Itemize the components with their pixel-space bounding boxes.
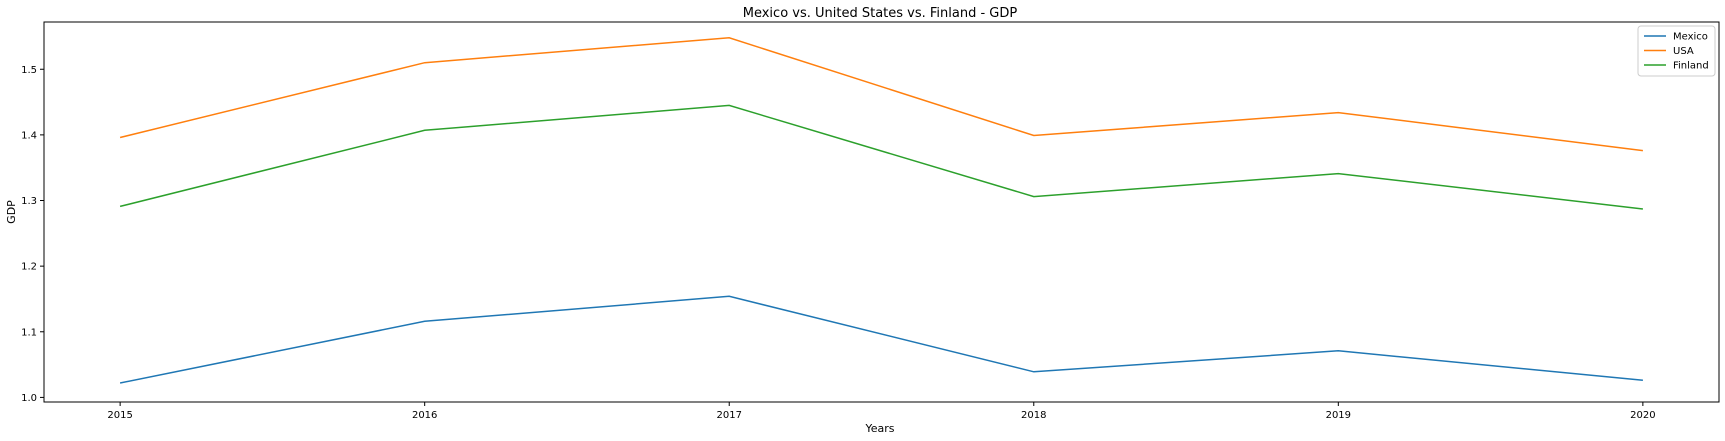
- plot-frame: [43, 21, 1720, 403]
- x-tick-label: 2018: [1021, 410, 1046, 421]
- legend: Mexico USA Finland: [1637, 25, 1716, 77]
- series-line-mexico: [119, 295, 1643, 384]
- series-layer: [119, 37, 1643, 384]
- y-tick-label: 1.2: [21, 262, 37, 273]
- x-axis-label: Years: [864, 422, 894, 435]
- series-line-finland: [119, 104, 1643, 210]
- x-tick-label: 2015: [107, 410, 132, 421]
- plot-area: 2015 2016 2017 2018 2019 2020 1.0 1.1 1.2 1.3 1.4…: [21, 21, 1720, 421]
- y-axis-ticks: 1.0 1.1 1.2 1.3 1.4 1.5: [21, 65, 44, 404]
- legend-label-mexico: Mexico: [1673, 32, 1708, 43]
- y-axis-label: GDP: [5, 200, 18, 224]
- x-tick-label: 2020: [1630, 410, 1655, 421]
- y-tick-label: 1.0: [21, 393, 37, 404]
- y-tick-label: 1.1: [21, 327, 37, 338]
- legend-label-finland: Finland: [1673, 61, 1709, 72]
- series-line-usa: [119, 37, 1643, 152]
- chart-title: Mexico vs. United States vs. Finland - G…: [743, 6, 1018, 21]
- x-tick-label: 2016: [412, 410, 437, 421]
- x-tick-label: 2019: [1326, 410, 1351, 421]
- y-tick-label: 1.5: [21, 65, 37, 76]
- y-tick-label: 1.3: [21, 196, 37, 207]
- legend-label-usa: USA: [1673, 46, 1694, 57]
- x-tick-label: 2017: [717, 410, 742, 421]
- y-tick-label: 1.4: [21, 130, 37, 141]
- legend-box: [1637, 25, 1716, 77]
- x-axis-ticks: 2015 2016 2017 2018 2019 2020: [107, 402, 1656, 421]
